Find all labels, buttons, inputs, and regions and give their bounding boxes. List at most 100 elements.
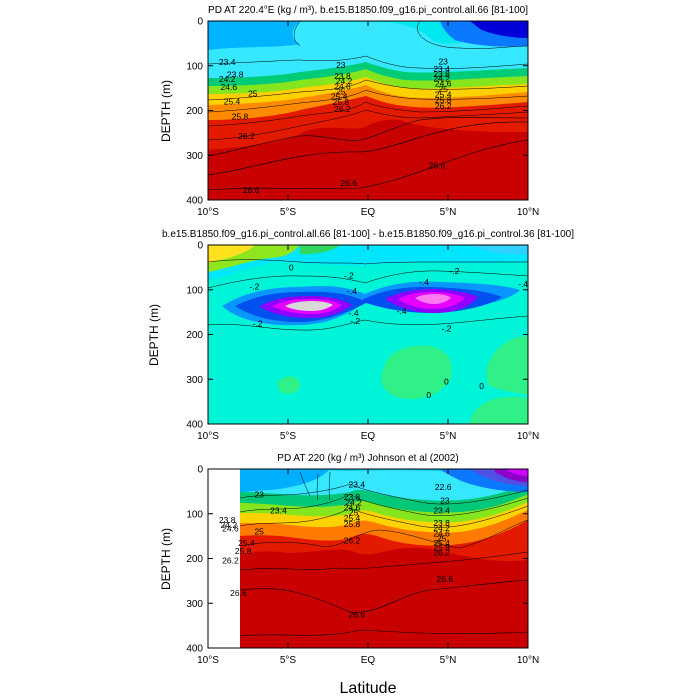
contour-label: 26.6 (341, 178, 358, 188)
y-axis-label: DEPTH (m) (159, 528, 173, 590)
y-tick-label: 0 (197, 241, 203, 252)
contour-label: 23.8 (334, 71, 351, 81)
contour-label: 24.6 (435, 79, 452, 89)
contour-labels: 0-.2 -.2-.2 -.4-.4 -.4-.2-.4-.2-.4-.20 00 (249, 262, 528, 400)
contour-label: 25.4 (331, 92, 348, 102)
x-tick-label: EQ (361, 431, 376, 442)
contour-label: 25 (248, 88, 258, 98)
y-tick-label: 100 (186, 285, 203, 296)
contour-label: 22.6 (435, 482, 452, 492)
contour-label: 23.4 (433, 64, 450, 74)
contour-label: 25.8 (344, 519, 361, 529)
observed-density-field (239, 469, 528, 648)
contour-label: 23.8 (219, 515, 236, 525)
contour-label: 26.2 (344, 536, 361, 546)
contour-label: 23.8 (227, 70, 244, 80)
contour-label: 0 (444, 376, 449, 386)
axes: 10°S 5°S EQ 5°N 10°N 0 100 200 300 400 (186, 465, 539, 667)
x-tick-label: 5°S (280, 431, 297, 442)
x-tick-label: 10°N (517, 207, 539, 218)
contour-label: 23 (336, 60, 346, 70)
contour-label: 24.2 (345, 498, 362, 508)
contour-label: 25.8 (232, 111, 249, 121)
x-tick-label: 10°N (517, 431, 539, 442)
contour-label: 23 (440, 495, 450, 505)
y-tick-label: 100 (186, 61, 203, 72)
contour-label: 26.2 (433, 548, 450, 558)
contour-label: 23.8 (344, 492, 361, 502)
difference-field (208, 245, 528, 424)
contour-label: 25.4 (238, 538, 255, 548)
x-tick-label: 5°N (440, 655, 457, 666)
contour-label: -.4 (347, 286, 357, 296)
contour-label: -.2 (249, 282, 259, 292)
axes: 10°S 5°S EQ 5°N 10°N 0 100 200 300 400 (186, 17, 539, 219)
contour-label: 0 (426, 390, 431, 400)
contour-label: 23.4 (270, 506, 287, 516)
y-tick-label: 400 (186, 420, 203, 431)
contour-label: -.2 (253, 318, 263, 328)
contour-label: -.4 (518, 279, 528, 289)
contour-label: 26.6 (243, 185, 260, 195)
contour-label: -.2 (449, 266, 459, 276)
contour-label: 23 (254, 490, 264, 500)
x-axis-label: Latitude (340, 680, 397, 697)
y-tick-label: 300 (186, 375, 203, 386)
contour-label: 26.2 (222, 555, 239, 565)
x-tick-label: 5°S (280, 655, 297, 666)
y-tick-label: 400 (186, 196, 203, 207)
contour-label: 24.6 (344, 502, 361, 512)
contour-label: 25 (438, 84, 448, 94)
contour-label: 24.2 (336, 76, 353, 86)
contour-label: 25.4 (344, 513, 361, 523)
contour-label: 25.8 (235, 546, 252, 556)
y-tick-label: 0 (197, 465, 203, 476)
x-tick-label: 5°N (440, 431, 457, 442)
contour-label: 26.2 (238, 131, 255, 141)
contour-label: 24.6 (222, 524, 239, 534)
x-tick-label: 10°S (197, 655, 219, 666)
contour-label: -.4 (419, 277, 429, 287)
x-tick-label: EQ (361, 207, 376, 218)
no-data-region (208, 469, 240, 648)
contour-label: -.4 (397, 306, 407, 316)
contour-label: 23.4 (349, 480, 366, 490)
contour-label: -.2 (350, 316, 360, 326)
x-tick-label: 5°N (440, 207, 457, 218)
y-tick-label: 400 (186, 644, 203, 655)
x-tick-label: EQ (361, 655, 376, 666)
panel-difference: 0-.2 -.2-.2 -.4-.4 -.4-.2-.4-.2-.4-.20 00 10… (147, 229, 574, 442)
contour-label: -.2 (344, 270, 354, 280)
contour-label: 25.4 (224, 97, 241, 107)
contour-label: 24.2 (433, 523, 450, 533)
contour-label: 23.8 (433, 518, 450, 528)
contour-label: 24.2 (219, 74, 236, 84)
panel-model-density: 23.423.824.224.62525.425.826.226.62323.8… (159, 5, 539, 218)
x-tick-label: 10°S (197, 431, 219, 442)
contour-label: 25.8 (333, 97, 350, 107)
contour-label: 26.2 (334, 104, 351, 114)
y-tick-label: 300 (186, 151, 203, 162)
contour-label: 24.2 (221, 520, 238, 530)
density-field (208, 21, 528, 200)
contour-label: -.4 (349, 308, 359, 318)
contour-label: 23.4 (433, 506, 450, 516)
x-tick-label: 5°S (280, 207, 297, 218)
chart-title: PD AT 220.4°E (kg / m³), b.e15.B1850.f09… (208, 5, 528, 16)
contour-label: 25 (349, 507, 359, 517)
contour-label: 0 (289, 262, 294, 272)
y-tick-label: 200 (186, 554, 203, 565)
contour-label: 26.6 (230, 588, 247, 598)
contour-label: 25.4 (433, 538, 450, 548)
contour-label: 23 (438, 56, 448, 66)
contour-label: 24.6 (334, 81, 351, 91)
contour-label: 26.6 (429, 161, 446, 171)
contour-label: 25 (437, 533, 447, 543)
axes: 10°S 5°S EQ 5°N 10°N 0 100 200 300 400 (186, 241, 539, 443)
contour-label: 26.6 (437, 574, 454, 584)
contour-label: 25.4 (435, 89, 452, 99)
x-tick-label: 10°N (517, 655, 539, 666)
contour-label: 24.2 (433, 74, 450, 84)
